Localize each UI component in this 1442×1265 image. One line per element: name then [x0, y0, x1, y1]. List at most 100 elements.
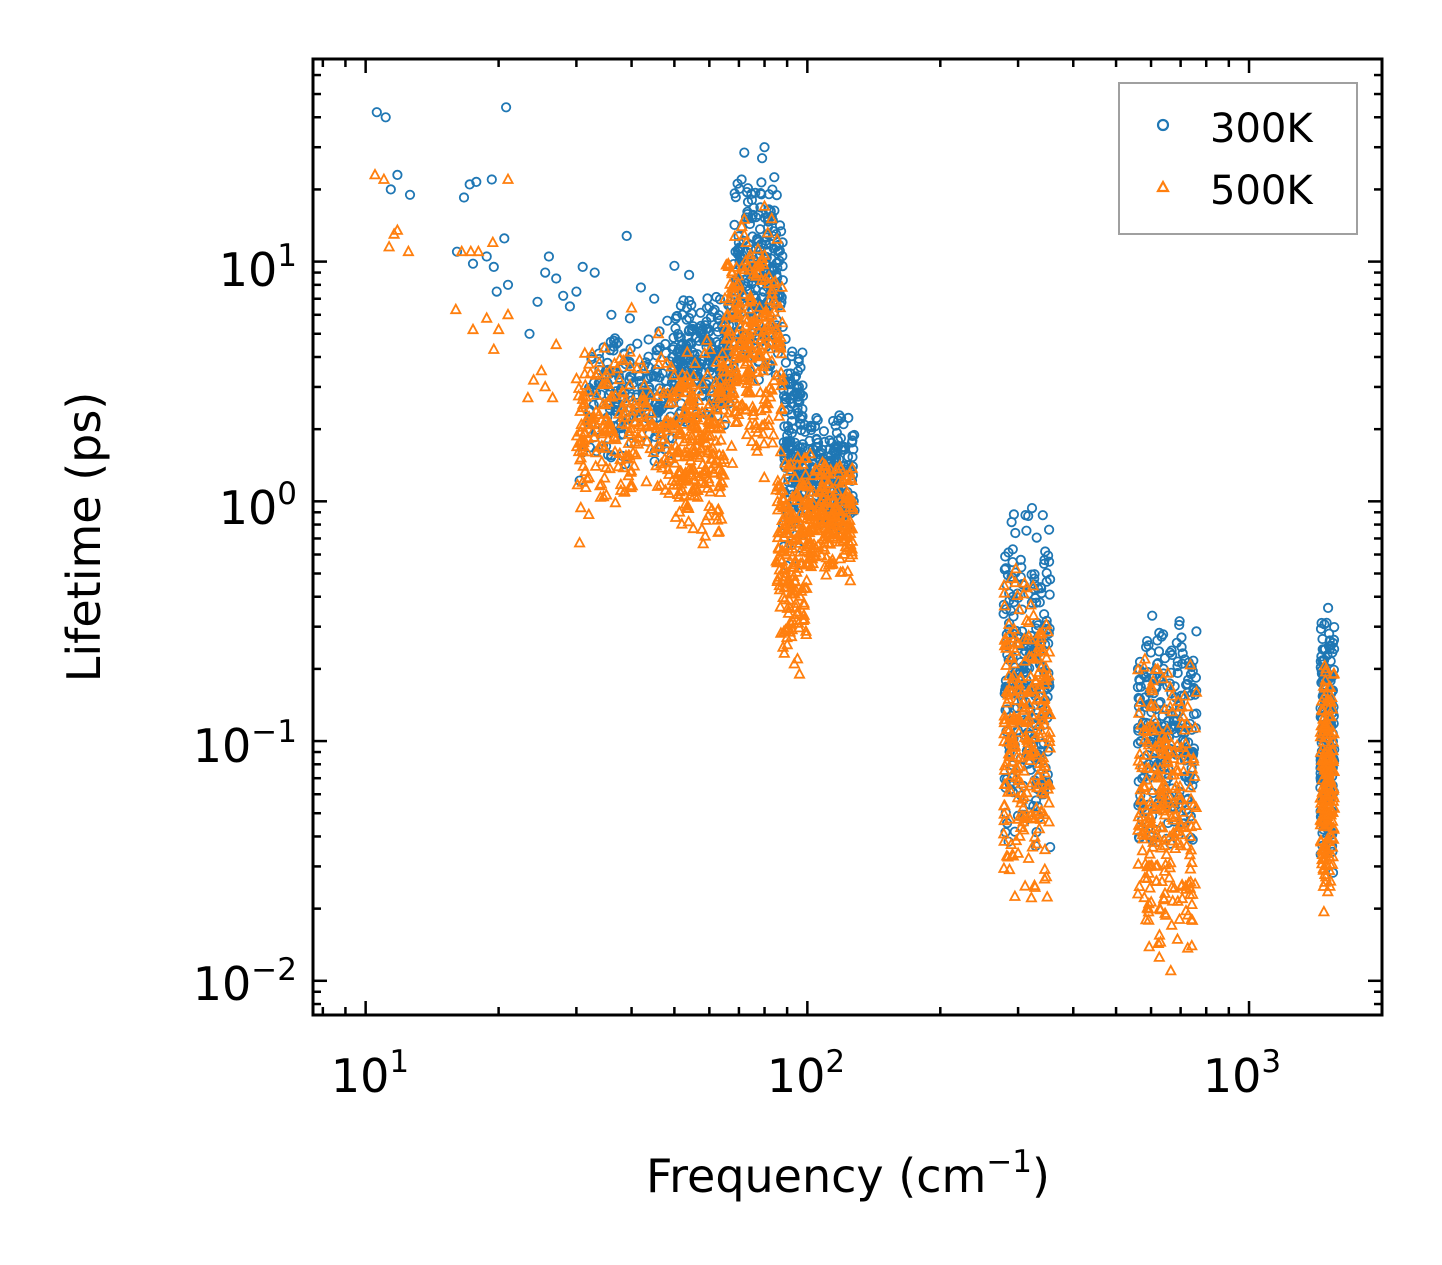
data-point-500k: [1189, 800, 1203, 812]
data-point-500k: [746, 404, 760, 416]
data-point-500k: [580, 445, 594, 457]
y-tick-label: 101: [219, 238, 297, 297]
data-point-500k: [755, 418, 769, 431]
data-point-500k: [1184, 780, 1197, 793]
data-point-500k: [1036, 762, 1049, 774]
data-point-500k: [801, 480, 815, 492]
data-point-500k: [466, 322, 480, 335]
data-point-500k: [1158, 808, 1171, 820]
data-point-500k: [1175, 699, 1188, 711]
data-point-500k: [997, 834, 1011, 846]
data-point-500k: [1143, 940, 1156, 952]
data-point-500k: [774, 626, 788, 638]
data-point-500k: [1023, 721, 1037, 734]
data-point-500k: [632, 418, 646, 430]
data-point-500k: [1024, 808, 1037, 820]
data-point-500k: [722, 406, 735, 418]
data-point-500k: [820, 568, 833, 580]
data-point-500k: [704, 416, 718, 428]
data-point-500k: [759, 306, 773, 318]
data-point-500k: [595, 477, 608, 489]
data-point-300k: [1321, 617, 1332, 628]
data-point-500k: [726, 456, 739, 468]
data-point-500k: [795, 584, 808, 596]
y-axis-label: Lifetime (ps): [57, 392, 111, 683]
data-point-300k: [755, 188, 766, 199]
data-point-300k: [502, 279, 514, 290]
data-point-300k: [481, 251, 492, 262]
data-point-500k: [705, 462, 718, 474]
data-point-500k: [572, 444, 585, 457]
data-point-500k: [579, 480, 592, 492]
data-point-500k: [1315, 703, 1328, 715]
data-point-500k: [807, 509, 820, 521]
data-point-500k: [1184, 658, 1197, 670]
data-point-500k: [632, 408, 645, 420]
data-point-500k: [701, 509, 715, 521]
data-point-300k: [678, 295, 689, 306]
data-point-500k: [781, 637, 794, 650]
data-point-500k: [759, 272, 772, 284]
data-point-500k: [1164, 964, 1177, 976]
data-point-500k: [1154, 935, 1167, 947]
data-point-300k: [691, 332, 702, 343]
data-point-500k: [622, 436, 635, 448]
data-point-500k: [1134, 806, 1147, 818]
data-point-500k: [761, 226, 774, 238]
data-point-500k: [1041, 625, 1055, 637]
data-point-500k: [1010, 693, 1024, 706]
data-point-500k: [765, 354, 779, 366]
data-point-500k: [692, 384, 705, 396]
data-point-500k: [810, 464, 823, 476]
data-point-300k: [499, 233, 510, 244]
data-point-500k: [611, 361, 624, 374]
data-point-500k: [624, 478, 637, 491]
data-point-500k: [730, 347, 743, 360]
data-point-500k: [644, 388, 657, 400]
data-point-500k: [1141, 735, 1154, 747]
data-point-500k: [633, 353, 646, 365]
data-point-500k: [647, 445, 660, 457]
data-point-500k: [1179, 736, 1192, 749]
data-point-500k: [696, 377, 709, 389]
data-point-300k: [611, 338, 622, 349]
data-point-500k: [1169, 809, 1182, 822]
data-point-500k: [722, 257, 735, 269]
data-point-300k: [1167, 649, 1178, 661]
data-point-500k: [600, 488, 613, 500]
data-point-500k: [1318, 875, 1332, 887]
data-point-300k: [701, 379, 712, 390]
data-point-500k: [681, 345, 694, 357]
data-point-500k: [785, 622, 799, 635]
data-point-300k: [1044, 589, 1055, 600]
data-point-500k: [1164, 680, 1177, 692]
data-point-500k: [1005, 571, 1018, 584]
data-point-500k: [776, 492, 789, 504]
data-point-500k: [662, 467, 676, 479]
data-point-500k: [843, 513, 856, 525]
data-point-500k: [1318, 719, 1332, 731]
data-point-500k: [601, 432, 615, 445]
data-point-300k: [785, 442, 796, 453]
data-point-500k: [710, 355, 723, 367]
data-point-500k: [716, 346, 729, 358]
data-point-300k: [1179, 654, 1190, 665]
data-point-500k: [1035, 805, 1048, 817]
data-point-300k: [756, 177, 767, 188]
data-point-300k: [1134, 693, 1146, 705]
data-point-500k: [846, 502, 859, 515]
data-point-500k: [998, 777, 1011, 789]
data-point-500k: [574, 500, 587, 513]
data-point-500k: [695, 441, 708, 453]
data-point-500k: [734, 351, 747, 363]
data-point-500k: [1144, 795, 1157, 807]
data-point-300k: [1316, 617, 1327, 629]
data-point-500k: [789, 600, 803, 613]
data-point-500k: [581, 383, 595, 396]
data-point-500k: [816, 532, 829, 544]
data-point-500k: [1038, 787, 1051, 799]
data-point-500k: [1187, 751, 1200, 763]
data-point-500k: [1153, 950, 1166, 962]
data-point-300k: [643, 351, 654, 362]
data-point-500k: [740, 376, 754, 388]
